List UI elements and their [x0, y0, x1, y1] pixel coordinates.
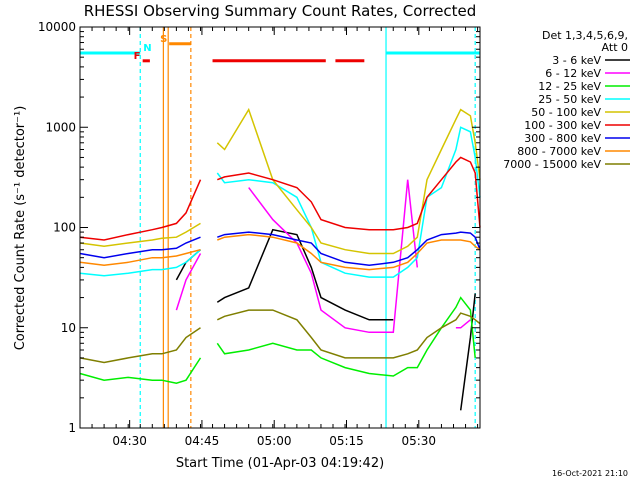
legend-label-1: 6 - 12 keV — [545, 67, 601, 80]
series-line-0 — [175, 228, 476, 411]
legend-label-4: 50 - 100 keV — [531, 106, 601, 119]
series-line-5 — [79, 156, 481, 241]
legend-label-3: 25 - 50 keV — [538, 93, 601, 106]
flag-label-N: N — [143, 43, 151, 54]
plot-area: NS F 1 10 100 1000 10000 04:30 04:45 05:00 05:15 05… — [38, 20, 481, 448]
series-line-3 — [79, 126, 481, 278]
x-tick-label-2: 05:00 — [257, 434, 292, 448]
chart-title: RHESSI Observing Summary Count Rates, Co… — [84, 2, 477, 20]
y-tick-label-2: 100 — [53, 221, 76, 235]
y-tick-label-1: 10 — [61, 321, 76, 335]
series-line-2 — [79, 296, 476, 384]
legend-label-6: 300 - 800 keV — [524, 132, 601, 145]
legend-label-0: 3 - 6 keV — [552, 54, 601, 67]
legend-label-7: 800 - 7000 keV — [517, 145, 601, 158]
flag-label-S: S — [160, 34, 167, 45]
x-tick-label-1: 04:45 — [185, 434, 220, 448]
footer-timestamp: 16-Oct-2021 21:10 — [552, 469, 628, 478]
x-tick-label-3: 05:15 — [329, 434, 364, 448]
legend-header-line-1: Det 1,3,4,5,6,9, — [542, 29, 628, 42]
series-line-8 — [79, 309, 481, 364]
series-line-7 — [79, 233, 481, 271]
y-tick-label-4: 10000 — [38, 20, 76, 34]
series-line-1 — [175, 179, 471, 334]
legend-header-line-2: Att 0 — [602, 41, 628, 54]
x-tick-label-0: 04:30 — [112, 434, 147, 448]
y-tick-label-0: 1 — [68, 421, 76, 435]
x-tick-label-4: 05:30 — [401, 434, 436, 448]
flag-label-F: F — [134, 51, 141, 62]
x-axis-label: Start Time (01-Apr-03 04:19:42) — [176, 456, 384, 471]
series-line-6 — [79, 231, 481, 267]
y-tick-label-3: 1000 — [45, 120, 76, 134]
legend-label-5: 100 - 300 keV — [524, 119, 601, 132]
y-axis-label: Corrected Count Rate (s⁻¹ detector⁻¹) — [13, 106, 28, 351]
legend-label-8: 7000 - 15000 keV — [503, 158, 601, 171]
legend-label-2: 12 - 25 keV — [538, 80, 601, 93]
